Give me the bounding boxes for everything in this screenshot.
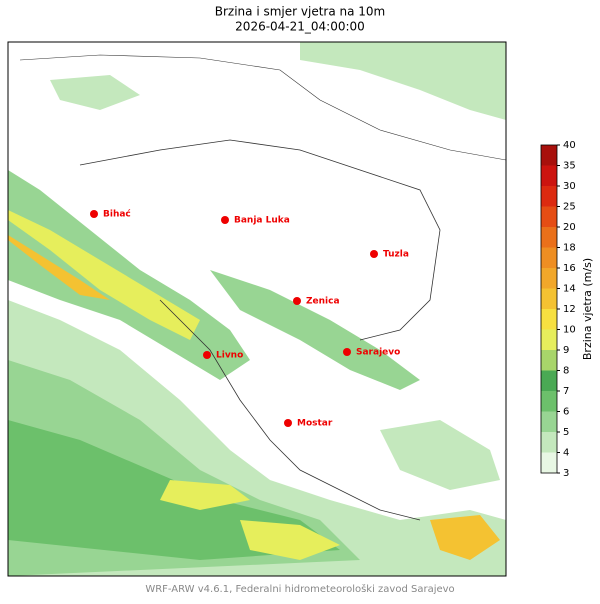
city-label: Sarajevo bbox=[356, 348, 400, 358]
city-marker bbox=[370, 250, 378, 258]
colorbar-segment bbox=[541, 391, 557, 412]
colorbar-tick-label: 10 bbox=[563, 325, 576, 336]
city-label: Livno bbox=[216, 351, 243, 361]
colorbar-segment bbox=[541, 165, 557, 186]
colorbar-tick-label: 3 bbox=[563, 468, 569, 479]
colorbar-segment bbox=[541, 268, 557, 289]
colorbar-segment bbox=[541, 432, 557, 453]
map-frame bbox=[7, 41, 507, 577]
city-marker bbox=[293, 297, 301, 305]
title: Brzina i smjer vjetra na 10m bbox=[215, 5, 385, 19]
colorbar-segment bbox=[541, 145, 557, 166]
colorbar-tick-label: 7 bbox=[563, 386, 569, 397]
colorbar-tick-label: 5 bbox=[563, 427, 569, 438]
colorbar-segment bbox=[541, 350, 557, 371]
colorbar-segment bbox=[541, 247, 557, 268]
colorbar-segment bbox=[541, 411, 557, 432]
colorbar-segment bbox=[541, 370, 557, 391]
colorbar-tick-label: 8 bbox=[563, 366, 569, 377]
colorbar-tick-label: 18 bbox=[563, 243, 576, 254]
colorbar-tick-label: 12 bbox=[563, 304, 576, 315]
colorbar-tick-label: 35 bbox=[563, 161, 576, 172]
colorbar-tick-label: 40 bbox=[563, 140, 576, 151]
city-label: Tuzla bbox=[383, 250, 409, 260]
city-marker bbox=[90, 210, 98, 218]
city-marker bbox=[284, 419, 292, 427]
map-area bbox=[8, 42, 506, 576]
subtitle: 2026-04-21_04:00:00 bbox=[235, 20, 365, 34]
colorbar-tick-label: 16 bbox=[563, 263, 576, 274]
colorbar-segment bbox=[541, 309, 557, 330]
city-label: Bihać bbox=[103, 209, 131, 220]
colorbar-tick-label: 25 bbox=[563, 202, 576, 213]
city-label: Zenica bbox=[306, 297, 340, 307]
city-marker bbox=[203, 351, 211, 359]
colorbar-tick-label: 9 bbox=[563, 345, 569, 356]
colorbar-segment bbox=[541, 227, 557, 248]
city-label: Mostar bbox=[297, 419, 333, 429]
colorbar-tick-label: 30 bbox=[563, 181, 576, 192]
colorbar-segment bbox=[541, 206, 557, 227]
city-marker bbox=[343, 348, 351, 356]
colorbar-segment bbox=[541, 186, 557, 207]
colorbar-segment bbox=[541, 288, 557, 309]
colorbar-tick-label: 4 bbox=[563, 448, 569, 459]
colorbar-segment bbox=[541, 452, 557, 473]
city-label: Banja Luka bbox=[234, 216, 290, 226]
colorbar-segment bbox=[541, 329, 557, 350]
colorbar-tick-label: 14 bbox=[563, 284, 576, 295]
colorbar-label: Brzina vjetra (m/s) bbox=[581, 258, 594, 360]
city-marker bbox=[221, 216, 229, 224]
footer: WRF-ARW v4.6.1, Federalni hidrometeorolo… bbox=[145, 583, 454, 595]
colorbar-tick-label: 20 bbox=[563, 222, 576, 233]
colorbar-tick-label: 6 bbox=[563, 407, 569, 418]
